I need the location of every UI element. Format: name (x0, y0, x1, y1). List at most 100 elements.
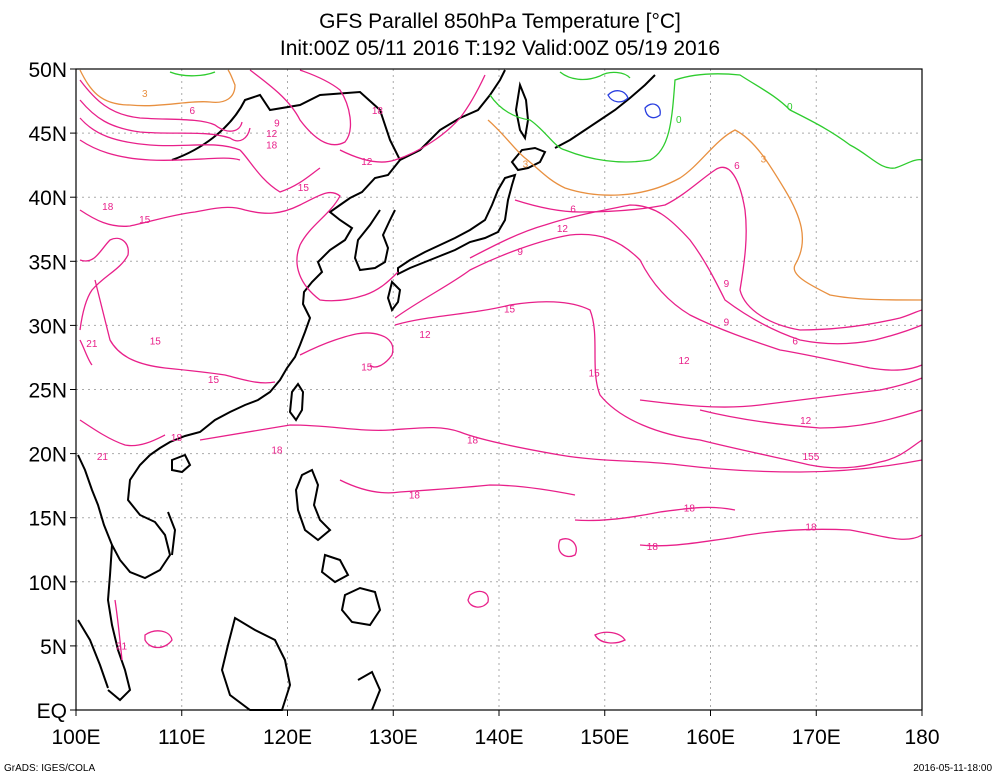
coastline-hokkaido (510, 146, 547, 172)
contour-18-west-inner (79, 237, 129, 331)
contour-15-sea (299, 332, 394, 368)
y-tick-label: 5N (40, 636, 67, 659)
contour-label: 6 (734, 161, 740, 172)
x-tick-label: 170E (792, 726, 841, 749)
x-tick-label: 160E (686, 726, 735, 749)
contour-label: 9 (724, 317, 730, 328)
contour-15-mid (239, 149, 321, 193)
contour-6-pacific (514, 166, 923, 331)
contour-21 (79, 339, 93, 366)
contour-18-blob4 (558, 538, 577, 558)
contour-21-south (114, 599, 123, 661)
contour-label: 0 (787, 102, 793, 113)
contour-label: 21 (86, 339, 98, 350)
coastline-indochina (77, 454, 172, 580)
contour-label: 18 (684, 503, 696, 514)
contour-label: 12 (557, 224, 569, 235)
y-tick-label: 20N (28, 444, 67, 467)
contour-label: 3 (142, 89, 148, 100)
chart-title: GFS Parallel 850hPa Temperature [°C] (319, 10, 681, 33)
contour-label: 155 (803, 452, 820, 463)
coastline-visayas (320, 553, 350, 584)
contour-label: 9 (724, 279, 730, 290)
grid-lines (76, 69, 922, 710)
contour-0-north (559, 71, 631, 81)
y-tick-label: 15N (28, 508, 67, 531)
coastline-taiwan (288, 382, 305, 422)
contour-label: 15 (361, 362, 373, 373)
contour-18-lower (339, 479, 576, 496)
contour-label: 18 (102, 202, 114, 213)
contour-label: 15 (139, 215, 151, 226)
contour-12-pacific (394, 233, 923, 371)
x-tick-label: 180 (904, 726, 939, 749)
contour-label: 0 (676, 115, 682, 126)
coastline-korea (353, 209, 396, 272)
contour-label: 9 (517, 247, 523, 258)
y-tick-label: 35N (28, 251, 67, 274)
contour-18-lower-east (574, 506, 736, 522)
contour-15-south (94, 279, 276, 384)
coastline-kurils (554, 74, 656, 149)
contour-18-blob1 (467, 590, 489, 608)
y-tick-label: EQ (37, 700, 67, 723)
footer-credit: GrADS: IGES/COLA (4, 763, 96, 774)
contour-6-west (79, 79, 243, 132)
contour-label: 15 (589, 369, 601, 380)
contour-label: 18 (409, 490, 421, 501)
y-tick-label: 10N (28, 572, 67, 595)
axis-ticks: 100E 110E 120E 130E 140E 150E 160E 170E 180EQ5N1… (28, 59, 939, 749)
coastline-sakhalin (514, 81, 530, 141)
contour-18-blob3 (144, 630, 173, 649)
contour-label: 6 (792, 337, 798, 348)
coastline-malay-peninsula (106, 544, 132, 702)
coastline-sulawesi (357, 670, 382, 711)
coastlines (77, 69, 656, 711)
contour-label: 18 (271, 446, 283, 457)
contour-label: 12 (266, 129, 278, 140)
contour-label: 18 (647, 542, 659, 553)
contour-9-pacific (469, 204, 923, 345)
x-tick-label: 150E (580, 726, 629, 749)
contour-neg-blue2 (644, 103, 661, 119)
x-tick-label: 120E (263, 726, 312, 749)
contour-18-west-south (79, 419, 166, 447)
coastline-sumatra (77, 619, 109, 689)
contour-label: 21 (97, 452, 109, 463)
contour-label: 15 (150, 337, 162, 348)
contour-9-west (79, 99, 251, 142)
y-tick-label: 25N (28, 380, 67, 403)
contour-label: 18 (467, 435, 479, 446)
contour-12-east-b (699, 409, 923, 429)
contour-label: 12 (800, 416, 812, 427)
contour-label: 9 (274, 119, 280, 130)
contour-label: 21 (116, 642, 128, 653)
contour-label: 6 (190, 106, 196, 117)
contour-18-north (249, 69, 352, 146)
coastline-china (149, 90, 402, 456)
contour-18-lower-east-b (639, 528, 923, 547)
coastline-japan (397, 173, 517, 276)
coastline-borneo (220, 616, 292, 711)
contour-15-main (79, 191, 399, 302)
contour-label: 3 (523, 160, 529, 171)
contour-18-west (79, 139, 241, 162)
contour-label: 18 (805, 523, 817, 534)
contour-3-west (79, 69, 236, 107)
coastline-mindanao (340, 586, 382, 627)
contour-18-blob2 (594, 631, 626, 644)
contour-neg-blue (607, 90, 629, 103)
contour-label: 12 (679, 356, 691, 367)
coastline-vietnam-south (167, 511, 177, 556)
contour-12-north (339, 74, 486, 163)
y-tick-label: 40N (28, 187, 67, 210)
contour-label: 15 (504, 305, 516, 316)
coastline-kyushu (386, 280, 402, 313)
contour-label: 15 (208, 375, 220, 386)
contour-3 (487, 119, 923, 301)
coastline-russia-far-east (399, 69, 506, 161)
chart-subtitle: Init:00Z 05/11 2016 T:192 Valid:00Z 05/1… (279, 37, 721, 60)
contour-label: 18 (171, 433, 183, 444)
coastline-hainan (171, 453, 192, 474)
